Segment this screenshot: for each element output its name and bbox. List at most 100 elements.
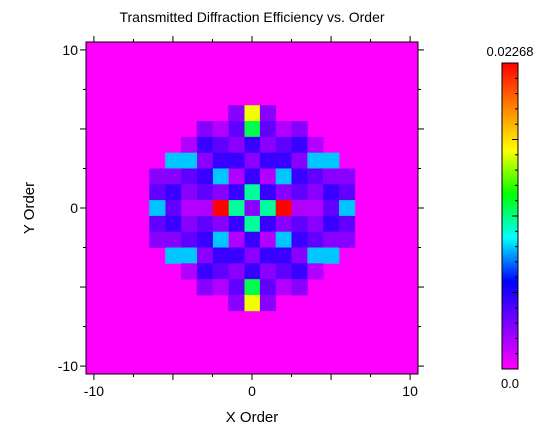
heatmap-cell (338, 168, 356, 185)
heatmap-cell (275, 231, 292, 248)
heatmap-cell (259, 184, 277, 201)
heatmap-cell (275, 279, 292, 296)
heatmap-cell (212, 152, 229, 169)
heatmap-cell (196, 168, 213, 185)
heatmap-cell (228, 184, 245, 201)
heatmap-cell (244, 105, 261, 122)
heatmap-cell (259, 231, 277, 248)
heatmap-cell (228, 152, 245, 169)
heatmap-cell (291, 200, 308, 217)
heatmap-cell (259, 152, 277, 169)
heatmap-cell (275, 200, 292, 217)
heatmap-cell (228, 279, 245, 296)
heatmap-cell (196, 263, 213, 280)
heatmap-cell (259, 279, 277, 296)
heatmap-cell (212, 263, 229, 280)
heatmap-cell (212, 279, 229, 296)
heatmap-cell (307, 152, 324, 169)
heatmap-cell (244, 279, 261, 296)
heatmap-cell (212, 168, 229, 185)
plot-area (86, 42, 418, 374)
axes: -10 0 10 -10 0 10 (58, 36, 424, 399)
heatmap-cell (149, 200, 166, 217)
heatmap-cell (196, 200, 213, 217)
heatmap-cell (244, 121, 261, 138)
heatmap-cell (259, 168, 277, 185)
heatmap-cell (259, 294, 277, 312)
heatmap-cell (291, 168, 308, 185)
heatmap-cell (307, 200, 324, 217)
heatmap-cell (291, 136, 308, 154)
heatmap-cell (291, 152, 308, 169)
heatmap-cell (180, 152, 198, 169)
colorbar-ticks (512, 62, 518, 370)
heatmap-cell (244, 152, 261, 169)
heatmap-cell (165, 200, 182, 217)
heatmap-cell (165, 184, 182, 201)
heatmap-cell (244, 200, 261, 217)
heatmap-cell (307, 263, 324, 280)
heatmap-cell (275, 168, 292, 185)
heatmap-cell (228, 136, 245, 154)
heatmap-cell (196, 184, 213, 201)
heatmap-cell (165, 231, 182, 248)
heatmap-cell (196, 247, 213, 264)
heatmap-cell (165, 168, 182, 185)
heatmap-cell (275, 247, 292, 264)
heatmap-cell (228, 231, 245, 248)
heatmap-cell (212, 136, 229, 154)
heatmap-cell (180, 136, 198, 154)
heatmap-cell (307, 215, 324, 233)
heatmap-cell (275, 152, 292, 169)
colorbar-max-label: 0.02268 (487, 44, 534, 59)
heatmap-cell (291, 247, 308, 264)
heatmap-cell (228, 294, 245, 312)
x-axis-label: X Order (226, 409, 279, 426)
heatmap-cell (291, 263, 308, 280)
colorbar: 0.02268 0.0 (487, 44, 534, 391)
heatmap-cell (275, 184, 292, 201)
heatmap-cell (291, 231, 308, 248)
heatmap-cell (323, 200, 340, 217)
heatmap-cell (149, 215, 166, 233)
heatmap-cell (180, 247, 198, 264)
heatmap-cell (244, 247, 261, 264)
heatmap-cell (291, 215, 308, 233)
heatmap-cell (244, 136, 261, 154)
heatmap-cell (307, 184, 324, 201)
heatmap-cell (165, 152, 182, 169)
heatmap-cell (165, 215, 182, 233)
heatmap-cell (275, 136, 292, 154)
y-axis-label: Y Order (21, 182, 38, 234)
heatmap-cell (228, 168, 245, 185)
heatmap-cell (180, 215, 198, 233)
heatmap-cell (228, 247, 245, 264)
colorbar-min-label: 0.0 (501, 376, 519, 391)
heatmap-cell (228, 121, 245, 138)
heatmap-cell (228, 200, 245, 217)
heatmap-cell (307, 168, 324, 185)
heatmap-cell (228, 263, 245, 280)
chart-title: Transmitted Diffraction Efficiency vs. O… (119, 9, 384, 25)
heatmap-cell (212, 121, 229, 138)
heatmap-cell (259, 247, 277, 264)
x-tick-label: -10 (84, 383, 104, 399)
heatmap-cell (244, 294, 261, 312)
heatmap-cell (259, 263, 277, 280)
heatmap-cell (149, 231, 166, 248)
heatmap-cell (212, 247, 229, 264)
heatmap-cell (259, 105, 277, 122)
heatmap-cell (338, 200, 356, 217)
heatmap-cell (165, 247, 182, 264)
heatmap-cell (259, 215, 277, 233)
y-tick-label: 0 (70, 200, 78, 216)
heatmap-cell (259, 121, 277, 138)
heatmap-cell (149, 184, 166, 201)
heatmap-cell (259, 136, 277, 154)
heatmap-cell (323, 168, 340, 185)
heatmap-cell (323, 184, 340, 201)
y-tick-label: 10 (62, 42, 78, 58)
heatmap-cell (275, 121, 292, 138)
heatmap-cell (228, 105, 245, 122)
